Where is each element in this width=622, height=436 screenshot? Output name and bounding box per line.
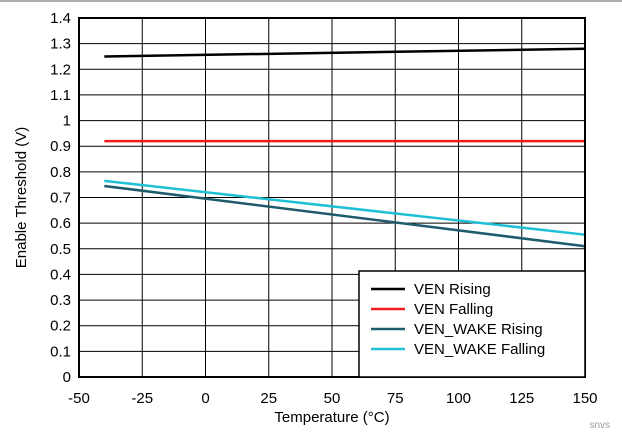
y-tick-label: 1 bbox=[63, 113, 71, 130]
y-tick-label: 1.1 bbox=[50, 87, 71, 104]
y-tick-label: 0 bbox=[63, 369, 71, 386]
y-tick-label: 0.5 bbox=[50, 241, 71, 258]
y-axis-label: Enable Threshold (V) bbox=[13, 127, 30, 268]
series-lines bbox=[104, 47, 586, 248]
y-tick-label: 1.3 bbox=[50, 36, 71, 53]
legend: VEN Rising VEN Falling VEN_WAKE Rising VEN_… bbox=[358, 270, 586, 378]
y-tick-label: 0.8 bbox=[50, 164, 71, 181]
x-tick-label: 100 bbox=[446, 390, 471, 407]
legend-label: VEN Rising bbox=[414, 281, 491, 298]
x-tick-label: 75 bbox=[387, 390, 404, 407]
y-tick-label: 0.3 bbox=[50, 292, 71, 309]
x-tick-label: 125 bbox=[509, 390, 534, 407]
series-line-1 bbox=[104, 47, 586, 58]
legend-label: VEN Falling bbox=[414, 301, 493, 318]
y-tick-labels: 0 0.1 0.2 0.3 0.4 0.5 0.6 0.7 0.8 0.9 1 1.1 1.2 1.3 1.… bbox=[50, 10, 71, 386]
y-tick-label: 0.1 bbox=[50, 343, 71, 360]
y-tick-label: 0.6 bbox=[50, 215, 71, 232]
y-tick-label: 0.2 bbox=[50, 318, 71, 335]
y-tick-label: 0.7 bbox=[50, 190, 71, 207]
x-tick-label: 50 bbox=[324, 390, 341, 407]
y-tick-label: 0.9 bbox=[50, 138, 71, 155]
x-tick-label: 25 bbox=[260, 390, 277, 407]
series-line-3 bbox=[104, 184, 586, 248]
top-divider bbox=[0, 0, 622, 2]
watermark-text: snvs bbox=[589, 420, 610, 431]
y-tick-label: 1.4 bbox=[50, 10, 71, 27]
legend-label: VEN_WAKE Rising bbox=[414, 321, 543, 338]
x-tick-labels: -50 -25 0 25 50 75 100 125 150 bbox=[68, 390, 597, 407]
legend-label: VEN_WAKE Falling bbox=[414, 341, 545, 358]
x-tick-label: -50 bbox=[68, 390, 90, 407]
series-line-4 bbox=[104, 179, 586, 236]
y-tick-label: 0.4 bbox=[50, 266, 71, 283]
x-tick-label: 0 bbox=[201, 390, 209, 407]
y-tick-label: 1.2 bbox=[50, 61, 71, 78]
x-tick-label: -25 bbox=[131, 390, 153, 407]
x-axis-label: Temperature (°C) bbox=[274, 409, 389, 426]
plot-frame bbox=[78, 17, 586, 378]
x-tick-label: 150 bbox=[572, 390, 597, 407]
